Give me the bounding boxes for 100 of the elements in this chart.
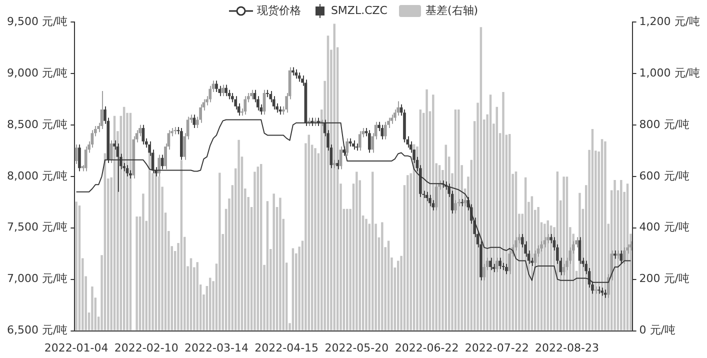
y2-tick-label: 1,000 元/吨 (639, 66, 700, 80)
bar (256, 166, 260, 330)
legend-label: 基差(右轴) (425, 3, 478, 18)
bar (209, 278, 212, 330)
bar (537, 207, 540, 330)
candlestick (620, 250, 623, 264)
candlestick (224, 84, 228, 97)
bar (91, 286, 94, 330)
x-tick-label: 2022-06-22 (394, 341, 459, 354)
bar (614, 180, 616, 330)
bar (502, 92, 504, 330)
legend-label: 现货价格 (256, 3, 301, 18)
candlestick (622, 246, 626, 264)
x-tick-label: 2022-08-23 (535, 341, 599, 354)
bar (346, 208, 348, 330)
y2-tick-label: 800 元/吨 (639, 118, 690, 131)
bar (279, 198, 282, 330)
candlestick (126, 164, 129, 177)
candlestick (192, 114, 196, 129)
bar (333, 24, 336, 330)
candlestick (489, 257, 492, 271)
bar (372, 172, 374, 330)
bar (365, 218, 368, 330)
bar (238, 140, 240, 330)
bar (75, 202, 78, 330)
x-tick-label: 2022-05-20 (324, 341, 389, 354)
bar (190, 258, 192, 330)
x-tick-label: 2022-04-15 (254, 341, 319, 354)
bar (406, 175, 409, 330)
candlestick (234, 96, 238, 110)
candlestick (454, 200, 457, 214)
bar (308, 134, 310, 330)
candlestick (543, 236, 546, 248)
candlestick (336, 159, 339, 170)
candlestick (434, 183, 438, 211)
y2-tick-label: 400 元/吨 (639, 220, 690, 234)
bar (266, 201, 269, 330)
candlestick (540, 240, 543, 252)
bar (600, 139, 604, 330)
bar (122, 106, 126, 330)
bar (314, 148, 316, 330)
bar (426, 89, 428, 330)
bar (129, 112, 132, 330)
y-tick-label: 9,500 元/吨 (6, 14, 68, 28)
candlestick (221, 84, 224, 97)
bar (136, 216, 138, 330)
bar (387, 240, 390, 330)
y-tick-label: 6,500 元/吨 (6, 324, 68, 337)
y2-tick-label: 600 元/吨 (639, 169, 690, 182)
candlestick (460, 198, 464, 207)
bar (158, 176, 160, 330)
candlestick (546, 234, 550, 244)
candlestick (298, 72, 301, 82)
bar (438, 165, 441, 330)
candlestick (346, 138, 349, 156)
bar (356, 172, 358, 330)
y-tick-label: 9,000 元/吨 (6, 66, 68, 80)
candlestick (158, 154, 161, 177)
bar (544, 224, 546, 330)
bar (458, 109, 460, 330)
x-tick-label: 2022-01-04 (44, 341, 108, 354)
bar (196, 262, 198, 330)
y-tick-label: 8,500 元/吨 (6, 118, 68, 131)
y2-tick-label: 1,200 元/吨 (639, 14, 700, 28)
candlestick (390, 114, 394, 124)
candlestick (498, 257, 502, 270)
candlestick (244, 96, 247, 116)
candlestick (215, 80, 218, 92)
bar (489, 94, 492, 330)
bar (444, 144, 448, 330)
bar (620, 180, 622, 330)
candlestick (508, 250, 512, 275)
y-tick-label: 8,000 元/吨 (6, 169, 68, 182)
candlestick (294, 68, 298, 80)
candlestick (380, 124, 384, 140)
candlestick (160, 154, 164, 170)
bar (604, 141, 606, 330)
bar (292, 248, 294, 330)
candlestick (352, 140, 355, 150)
y2-tick-label: 0 元/吨 (639, 324, 676, 337)
candlestick (368, 130, 371, 154)
y-tick-label: 7,500 元/吨 (6, 220, 68, 234)
candlestick (230, 92, 234, 103)
bar (381, 222, 384, 330)
candlestick (464, 196, 466, 207)
bar (142, 194, 144, 330)
x-tick-label: 2022-07-22 (464, 341, 529, 354)
candlestick (505, 263, 508, 275)
bar (272, 194, 275, 330)
bar (113, 116, 116, 330)
candlestick (269, 90, 272, 103)
bar (260, 164, 262, 330)
x-tick-label: 2022-03-14 (184, 341, 248, 354)
bar (562, 176, 565, 330)
candlestick (250, 89, 253, 100)
legend-label: SMZL.CZC (330, 4, 388, 17)
candlestick (384, 121, 387, 140)
bar (626, 184, 629, 330)
candlestick (428, 194, 432, 207)
y2-tick-label: 200 元/吨 (639, 272, 690, 286)
